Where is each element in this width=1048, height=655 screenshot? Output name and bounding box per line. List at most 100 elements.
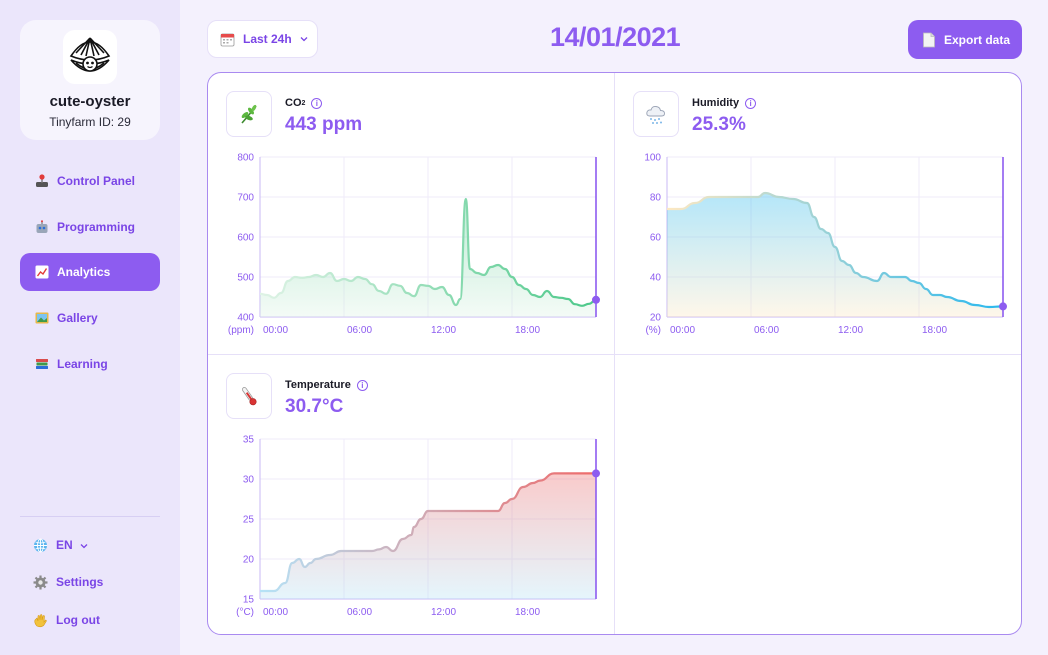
nav-programming[interactable]: Programming [20,208,160,246]
temperature-chart: 35 30 25 20 15 00:00 06:00 12:00 18:00 (°C) [236,435,600,618]
series-line [260,472,596,593]
language-selector[interactable]: EN [32,537,88,553]
x-tick-label: 06:00 [754,325,779,336]
sidebar-divider [20,516,160,517]
x-tick-label: 00:00 [263,607,288,618]
humidity-title-text: Humidity [692,97,740,109]
temperature-title-text: Temperature [285,379,351,391]
temperature-title: Temperature i [285,379,368,391]
oyster-avatar-icon [63,30,117,84]
y-tick-label: 600 [237,233,254,244]
x-tick-label: 18:00 [922,325,947,336]
globe-icon [32,537,48,553]
x-tick-label: 18:00 [515,325,540,336]
current-value-point [592,469,600,478]
nav-control-panel[interactable]: Control Panel [20,162,160,200]
waving-hand-icon [32,612,48,628]
x-tick-label: 06:00 [347,325,372,336]
chevron-down-icon [300,34,308,44]
y-axis-unit: (%) [645,325,661,336]
y-tick-label: 15 [243,595,255,606]
co2-title-text: CO [285,97,302,109]
y-tick-label: 400 [237,313,254,324]
series-area [667,193,1003,317]
profile-name: cute-oyster [49,93,131,110]
settings-link[interactable]: Settings [32,574,103,590]
co2-title: CO 2 i [285,97,323,109]
y-tick-label: 20 [243,555,255,566]
y-tick-label: 20 [650,313,662,324]
humidity-chart: 100 80 60 40 20 00:00 06:00 12:00 18:00 (%) [644,153,1007,336]
language-label: EN [56,538,73,552]
gear-icon [32,574,48,590]
logout-link[interactable]: Log out [32,612,100,628]
y-tick-label: 25 [243,515,255,526]
y-tick-label: 500 [237,273,254,284]
humidity-card: 100 80 60 40 20 00:00 06:00 12:00 18:00 (%) Humid… [615,73,1021,354]
export-data-button[interactable]: Export data [908,20,1022,59]
plant-icon [226,91,272,137]
empty-card [615,355,1021,634]
info-icon[interactable]: i [311,97,323,109]
snow-cloud-icon [633,91,679,137]
series-area [260,473,596,599]
nav-gallery[interactable]: Gallery [20,299,160,337]
temperature-card: 35 30 25 20 15 00:00 06:00 12:00 18:00 (°C) Tempe… [208,355,614,634]
x-tick-label: 00:00 [670,325,695,336]
y-tick-label: 35 [243,435,255,446]
x-tick-label: 00:00 [263,325,288,336]
humidity-value: 25.3% [692,114,746,135]
y-tick-label: 40 [650,273,662,284]
co2-value: 443 ppm [285,114,363,135]
humidity-title: Humidity i [692,97,757,109]
co2-title-subscript: 2 [301,99,306,107]
analytics-panel: 800 700 600 500 400 00:00 06:00 12:00 18:00 (ppm)… [207,72,1022,635]
nav-learning[interactable]: Learning [20,345,160,383]
nav-label: Gallery [57,311,98,325]
series-line [259,197,597,307]
series-area [260,199,596,317]
y-axis-unit: (°C) [236,607,254,618]
calendar-icon [220,32,235,47]
joystick-icon [34,173,50,189]
nav-label: Programming [57,220,136,234]
nav-analytics[interactable]: Analytics [20,253,160,291]
nav-label: Learning [57,357,108,371]
x-tick-label: 12:00 [838,325,863,336]
current-value-point [592,295,600,304]
profile-farm-id: Tinyfarm ID: 29 [49,115,131,129]
profile-card[interactable]: cute-oyster Tinyfarm ID: 29 [20,20,160,140]
info-icon[interactable]: i [356,379,368,391]
export-data-label: Export data [944,32,1011,47]
time-range-label: Last 24h [243,32,292,46]
co2-chart: 800 700 600 500 400 00:00 06:00 12:00 18:00 (ppm) [228,153,600,336]
series-line [667,191,1004,309]
y-axis-unit: (ppm) [228,325,254,336]
sidebar: cute-oyster Tinyfarm ID: 29 Control Pane… [0,0,180,655]
y-tick-label: 800 [237,153,254,164]
page-date: 14/01/2021 [550,22,681,52]
x-tick-label: 18:00 [515,607,540,618]
logout-label: Log out [56,613,100,627]
books-icon [34,356,50,372]
x-tick-label: 12:00 [431,607,456,618]
picture-icon [34,310,50,326]
nav-label: Analytics [57,265,111,279]
y-tick-label: 60 [650,233,662,244]
x-tick-label: 06:00 [347,607,372,618]
nav-label: Control Panel [57,174,136,188]
info-icon[interactable]: i [745,97,757,109]
robot-icon [34,219,50,235]
co2-card: 800 700 600 500 400 00:00 06:00 12:00 18:00 (ppm)… [208,73,614,354]
current-value-point [999,302,1007,311]
grid-divider-horizontal [208,354,1021,355]
time-range-dropdown[interactable]: Last 24h [207,20,318,58]
chart-icon [34,264,50,280]
y-tick-label: 30 [243,475,255,486]
document-icon [922,32,936,48]
settings-label: Settings [56,575,104,589]
y-tick-label: 100 [644,153,661,164]
temperature-value: 30.7°C [285,396,344,417]
y-tick-label: 700 [237,193,254,204]
grid-divider-vertical [614,73,615,634]
